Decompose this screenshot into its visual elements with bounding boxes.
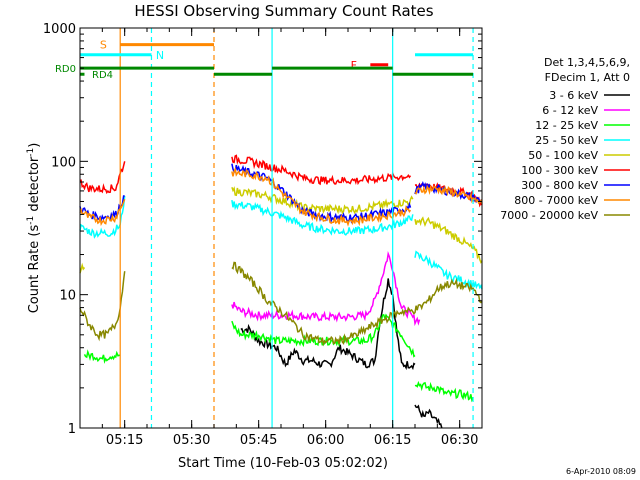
y-axis-label: Count Rate (s-1 detector-1) bbox=[26, 143, 42, 314]
legend-header: Det 1,3,4,5,6,9, bbox=[544, 56, 630, 69]
x-tick-label: 05:15 bbox=[106, 433, 143, 448]
x-tick-label: 05:30 bbox=[173, 433, 210, 448]
legend-entry-label: 800 - 7000 keV bbox=[514, 194, 598, 207]
series-25-50-kev bbox=[79, 195, 483, 290]
x-axis-label: Start Time (10-Feb-03 05:02:02) bbox=[178, 456, 388, 471]
y-axis-label-sup1: -1 bbox=[26, 216, 36, 225]
y-tick-label: 1 bbox=[68, 422, 76, 437]
legend-entry-label: 6 - 12 keV bbox=[542, 104, 598, 117]
series-line-segment bbox=[231, 250, 421, 327]
legend-entry-label: 25 - 50 keV bbox=[535, 134, 598, 147]
flag-label: F bbox=[351, 59, 357, 72]
legend-entry-label: 300 - 800 keV bbox=[521, 179, 598, 192]
series-50-100-kev bbox=[79, 186, 483, 274]
y-axis-label-sup2: -1 bbox=[26, 148, 36, 157]
y-tick-label: 100 bbox=[51, 155, 76, 170]
y-axis-label-part2: detector bbox=[27, 156, 42, 216]
series-line-segment bbox=[83, 349, 121, 364]
series-line-segment bbox=[79, 198, 126, 227]
plot-area: S N F RD0 RD4 bbox=[55, 28, 483, 429]
series-line-segment bbox=[231, 261, 483, 347]
flag-label: S bbox=[100, 39, 107, 52]
x-tick-label: 06:30 bbox=[441, 433, 478, 448]
series-7000-20000-kev bbox=[79, 261, 483, 347]
legend-entry-label: 3 - 6 keV bbox=[549, 89, 598, 102]
series-line-segment bbox=[414, 216, 483, 264]
flag-label: N bbox=[156, 49, 164, 62]
legend: Det 1,3,4,5,6,9, FDecim 1, Att 0 3 - 6 keV… bbox=[500, 56, 630, 222]
legend-entry-label: 50 - 100 keV bbox=[528, 149, 598, 162]
series-line-segment bbox=[414, 184, 483, 205]
x-axis: 05:15 05:30 05:45 06:00 06:15 06:30 bbox=[101, 28, 478, 448]
x-tick-label: 05:45 bbox=[240, 433, 277, 448]
state-label: RD4 bbox=[92, 70, 113, 81]
legend-entry-label: 100 - 300 keV bbox=[521, 164, 598, 177]
series-line-segment bbox=[231, 154, 412, 186]
legend-entry-label: 7000 - 20000 keV bbox=[500, 209, 598, 222]
series-line-segment bbox=[414, 250, 483, 290]
y-tick-label: 1000 bbox=[43, 22, 76, 37]
chart-title: HESSI Observing Summary Count Rates bbox=[134, 2, 433, 20]
series-line-segment bbox=[79, 195, 126, 239]
series-800-7000-kev bbox=[79, 166, 483, 227]
timestamp: 6-Apr-2010 08:09 bbox=[566, 467, 636, 476]
y-axis-label-part1: Count Rate (s bbox=[27, 225, 42, 314]
state-label: RD0 bbox=[55, 64, 76, 75]
series-6-12-kev bbox=[231, 250, 421, 327]
series-line-segment bbox=[79, 262, 86, 274]
y-tick-label: 10 bbox=[59, 289, 76, 304]
y-axis-label-part3: ) bbox=[27, 143, 42, 148]
legend-entry-label: 12 - 25 keV bbox=[535, 119, 598, 132]
series-line-segment bbox=[231, 163, 412, 224]
series-line-segment bbox=[79, 161, 126, 195]
series-line-segment bbox=[414, 404, 443, 429]
y-axis: 1 10 100 1000 bbox=[43, 22, 482, 437]
series-line-segment bbox=[79, 271, 126, 342]
series-line-segment bbox=[414, 380, 474, 403]
x-tick-label: 06:00 bbox=[307, 433, 344, 448]
x-tick-label: 06:15 bbox=[374, 433, 411, 448]
series-line-segment bbox=[231, 186, 414, 215]
legend-header: FDecim 1, Att 0 bbox=[545, 71, 630, 84]
series-line-segment bbox=[231, 166, 412, 227]
series-line-segment bbox=[231, 199, 414, 236]
